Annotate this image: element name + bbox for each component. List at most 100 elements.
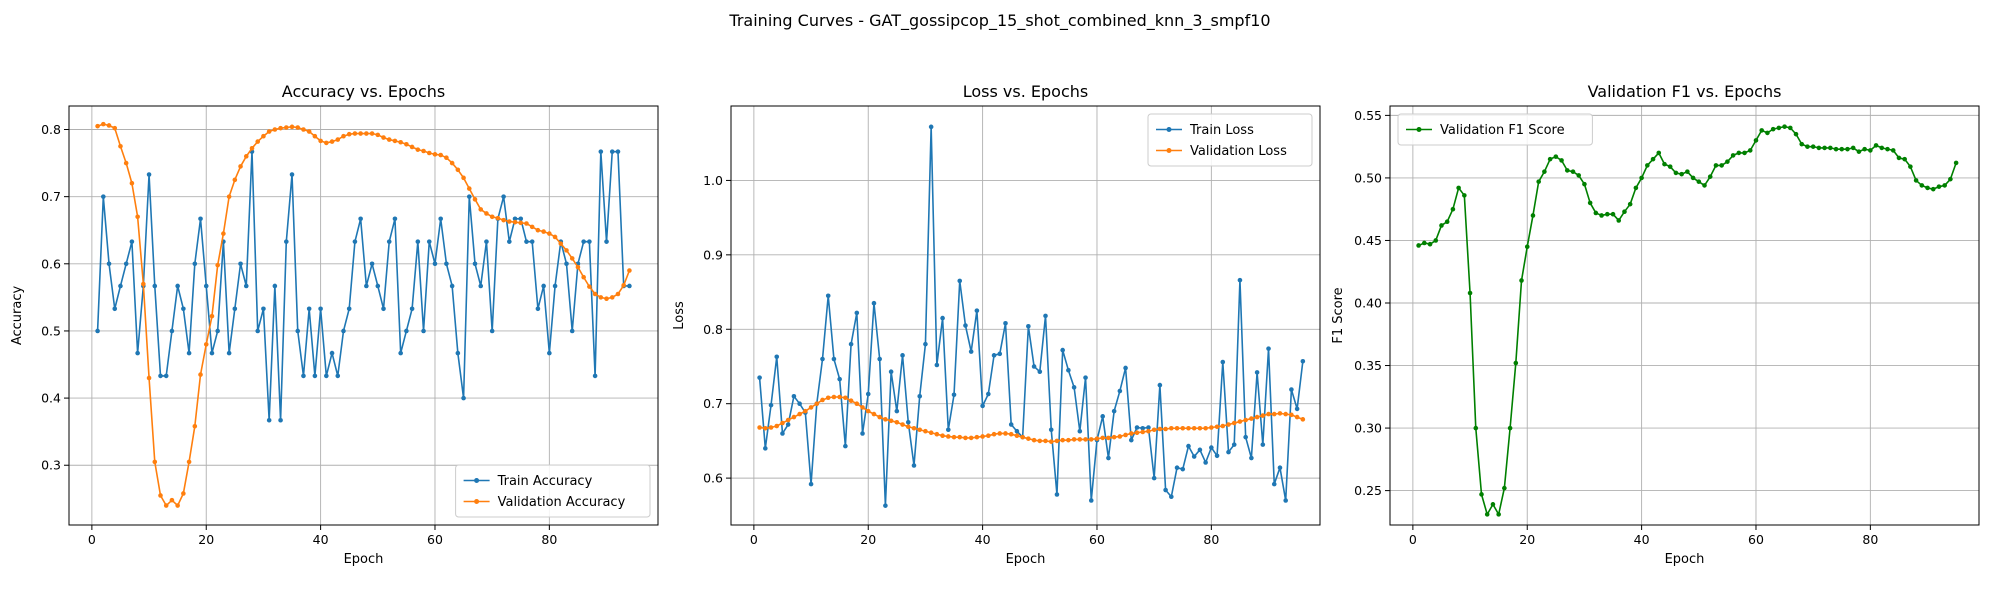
data-point [1077, 428, 1083, 434]
y-axis-label: F1 Score [1331, 287, 1346, 343]
y-tick-label: 0.7 [41, 189, 61, 204]
data-point [1633, 185, 1639, 191]
chart-title: Validation F1 vs. Epochs [1588, 82, 1782, 101]
data-point [1444, 219, 1450, 224]
data-point [1106, 435, 1111, 441]
data-point [398, 139, 403, 145]
data-point [621, 282, 626, 288]
legend-swatch-marker [1416, 127, 1422, 132]
data-point [865, 408, 871, 414]
data-point [472, 197, 478, 202]
data-point [295, 125, 301, 130]
data-point [1088, 498, 1094, 503]
data-point [1542, 169, 1547, 174]
data-point [1816, 145, 1822, 151]
data-point [381, 135, 386, 140]
data-point [1650, 156, 1656, 162]
data-point [1271, 411, 1277, 417]
data-point [1289, 412, 1294, 418]
data-point [329, 350, 335, 356]
data-point [95, 123, 100, 129]
data-point [181, 491, 186, 496]
data-point [1254, 370, 1260, 375]
data-point [478, 207, 484, 212]
data-point [1599, 213, 1604, 218]
data-point [1713, 163, 1719, 168]
data-point [797, 411, 802, 417]
data-point [1645, 163, 1650, 168]
data-point [1066, 437, 1071, 443]
data-point [1942, 183, 1947, 188]
data-point [569, 256, 575, 261]
data-point [1736, 150, 1742, 156]
data-point [1524, 244, 1530, 250]
data-point [1140, 425, 1146, 431]
data-point [1071, 437, 1077, 442]
data-point [860, 405, 865, 410]
data-point [1277, 465, 1283, 470]
data-point [968, 435, 974, 441]
data-point [991, 353, 997, 358]
data-point [1043, 438, 1048, 444]
legend: Train Loss Validation Loss [1147, 113, 1313, 167]
y-tick-label: 0.25 [1354, 483, 1382, 498]
data-point [175, 503, 180, 508]
data-point [1673, 170, 1679, 176]
data-point [364, 131, 369, 136]
y-tick-label: 0.7 [703, 396, 723, 411]
data-point [604, 239, 609, 244]
data-point [1707, 174, 1713, 179]
data-point [1570, 169, 1576, 174]
data-point [963, 323, 968, 328]
data-point [324, 140, 329, 146]
x-tick-label: 80 [541, 532, 557, 547]
data-point [1054, 438, 1060, 444]
data-point [478, 283, 484, 289]
data-point [289, 172, 295, 177]
data-point [1679, 171, 1684, 177]
data-point [763, 425, 768, 431]
data-point [900, 353, 905, 358]
data-point [232, 306, 238, 312]
data-point [135, 350, 140, 356]
data-point [255, 139, 261, 144]
legend-label: Validation Loss [1190, 144, 1287, 159]
data-point [203, 342, 209, 347]
data-point [1157, 382, 1163, 388]
data-point [501, 194, 506, 199]
data-point [1925, 185, 1930, 191]
data-point [609, 149, 615, 154]
data-point [1885, 146, 1890, 152]
data-point [1203, 425, 1208, 431]
data-point [848, 398, 854, 404]
data-point [135, 214, 140, 220]
data-point [820, 356, 825, 362]
data-point [232, 177, 238, 183]
data-point [261, 133, 266, 139]
data-point [957, 434, 963, 440]
data-point [825, 395, 831, 401]
data-point [957, 278, 963, 284]
data-point [1186, 443, 1191, 449]
data-point [1140, 429, 1146, 435]
data-point [997, 351, 1003, 357]
data-point [1593, 210, 1599, 216]
data-point [1243, 434, 1248, 440]
data-point [808, 405, 814, 410]
data-point [472, 261, 478, 267]
data-point [158, 373, 163, 379]
data-point [871, 300, 877, 306]
data-point [249, 146, 255, 151]
data-point [106, 261, 112, 267]
data-point [426, 150, 432, 156]
data-point [1502, 485, 1507, 491]
data-point [175, 283, 180, 289]
data-point [238, 164, 243, 169]
data-point [1559, 158, 1564, 163]
data-point [1610, 211, 1616, 217]
data-point [1214, 424, 1220, 430]
data-point [917, 427, 923, 433]
data-point [1473, 425, 1479, 431]
data-point [785, 417, 791, 423]
y-tick-label: 0.4 [41, 391, 61, 406]
